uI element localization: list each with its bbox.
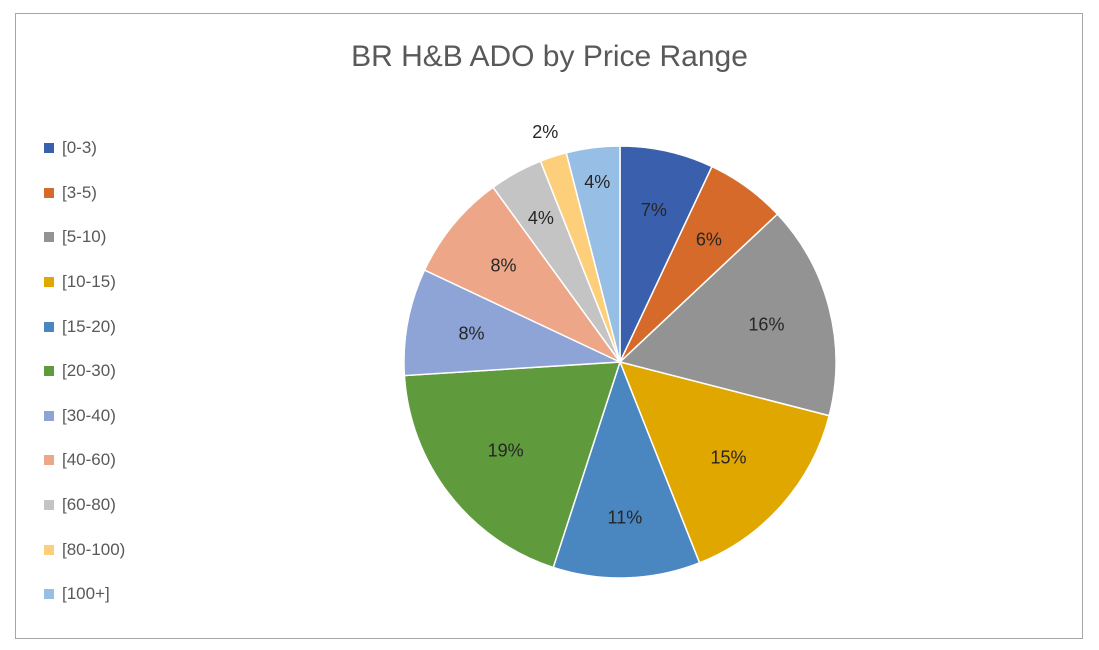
legend-label: [15-20) [62,316,116,336]
legend-label: [20-30) [62,361,116,381]
legend: [0-3) [3-5) [5-10) [10-15) [15-20) [20-30) [30… [44,126,204,617]
legend-item: [3-5) [44,171,204,216]
legend-swatch [44,321,54,332]
legend-label: [3-5) [62,182,97,202]
pie-slice [565,145,621,363]
pie-slice [423,186,621,363]
legend-item: [100+] [44,572,204,617]
legend-swatch [44,455,54,466]
pie-slice [618,360,831,564]
data-label: 4% [584,172,610,192]
legend-swatch [44,366,54,377]
data-label: 11% [608,507,643,527]
legend-label: [30-40) [62,405,116,425]
legend-label: [80-100) [62,539,126,559]
legend-label: [40-60) [62,450,116,470]
data-label: 8% [490,256,516,276]
data-label: 2% [532,122,558,142]
data-label: 19% [488,441,524,461]
data-label: 15% [711,448,747,468]
legend-swatch [44,232,54,243]
legend-swatch [44,544,54,555]
legend-label: [0-3) [62,138,97,158]
legend-swatch [44,500,54,511]
legend-swatch [44,143,54,154]
legend-label: [100+] [62,584,110,604]
pie-slice [403,269,621,377]
data-label: 16% [748,314,784,334]
legend-item: [0-3) [44,126,204,171]
legend-swatch [44,277,54,288]
data-label: 7% [641,200,667,220]
data-label: 4% [528,208,554,228]
data-label: 6% [696,230,722,250]
legend-item: [5-10) [44,215,204,260]
legend-label: [10-15) [62,272,116,292]
legend-label: [5-10) [62,227,107,247]
legend-item: [20-30) [44,349,204,394]
legend-label: [60-80) [62,495,116,515]
legend-item: [30-40) [44,394,204,439]
legend-swatch [44,187,54,198]
legend-item: [40-60) [44,438,204,483]
pie-slice [403,361,622,569]
legend-swatch [44,410,54,421]
legend-item: [10-15) [44,260,204,305]
chart-title: BR H&B ADO by Price Range [351,40,748,73]
legend-item: [80-100) [44,527,204,572]
data-label: 8% [458,324,484,344]
legend-swatch [44,589,54,600]
legend-item: [15-20) [44,304,204,349]
pie-slice [618,213,837,417]
pie-slice [552,359,701,579]
legend-item: [60-80) [44,483,204,528]
